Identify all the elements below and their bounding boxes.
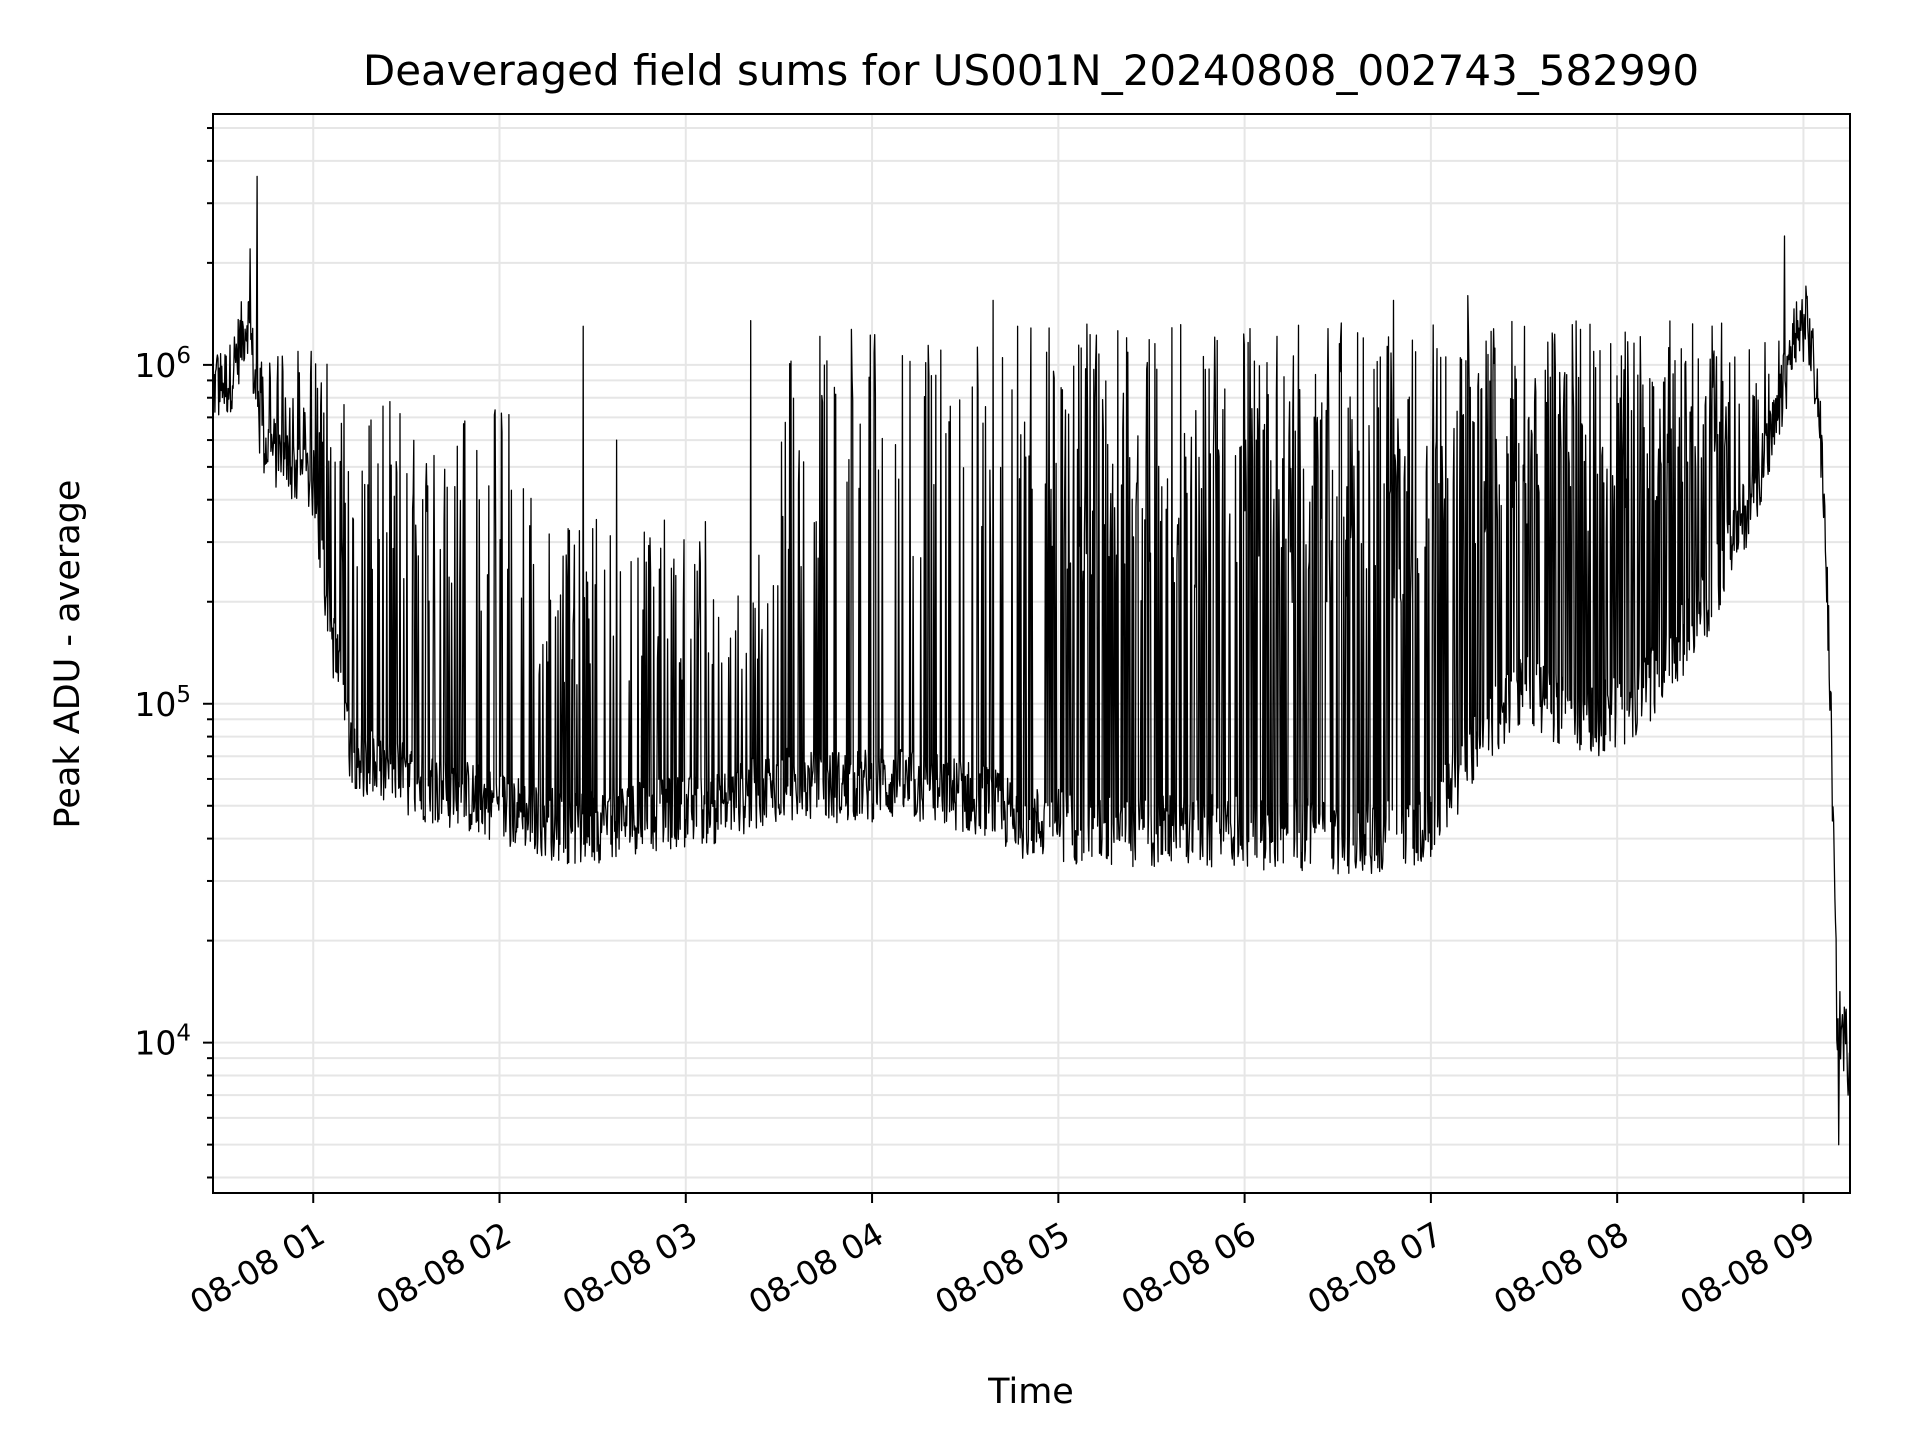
y-tick-label: 105 xyxy=(134,682,191,724)
y-tick-label: 104 xyxy=(134,1021,191,1063)
y-axis-label: Peak ADU - average xyxy=(48,480,88,829)
y-axis: 104 105 106 xyxy=(134,127,213,1179)
chart-title: Deaveraged field sums for US001N_2024080… xyxy=(363,46,1699,95)
y-tick-label: 106 xyxy=(134,343,191,385)
data-line xyxy=(212,175,1851,1146)
plot-frame xyxy=(212,113,1851,1194)
series-line xyxy=(212,175,1851,1146)
x-axis-label: Time xyxy=(987,1372,1074,1412)
